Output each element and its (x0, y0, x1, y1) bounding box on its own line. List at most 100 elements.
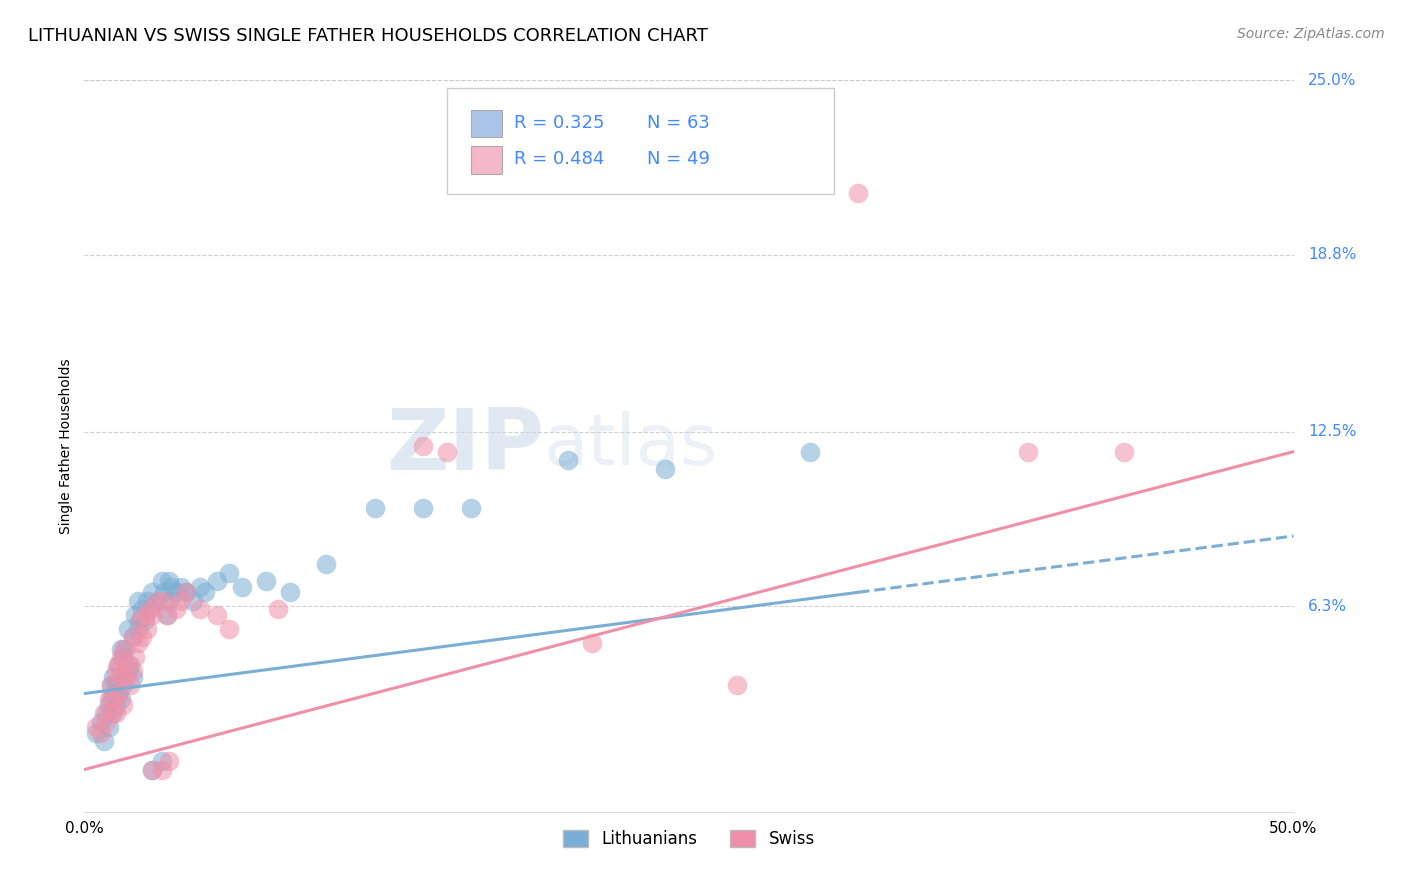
Point (170, 580, 193, 594)
Point (94, 714, 117, 729)
Point (153, 585, 176, 599)
Point (114, 641, 136, 656)
Point (124, 650, 146, 665)
Point (218, 566, 240, 580)
Point (104, 698, 127, 712)
Bar (471, 146, 502, 174)
Point (153, 593, 176, 607)
Point (112, 650, 135, 665)
Point (157, 574, 180, 588)
Point (231, 580, 253, 594)
Point (846, 186, 869, 200)
Text: R = 0.325: R = 0.325 (513, 113, 605, 132)
Point (134, 614, 156, 628)
Point (160, 580, 183, 594)
Text: LITHUANIAN VS SWISS SINGLE FATHER HOUSEHOLDS CORRELATION CHART: LITHUANIAN VS SWISS SINGLE FATHER HOUSEH… (28, 27, 709, 45)
Point (207, 574, 229, 588)
Point (146, 593, 169, 607)
Point (194, 585, 217, 599)
Point (112, 698, 135, 712)
Point (100, 678, 122, 692)
Point (278, 585, 301, 599)
Text: 6.3%: 6.3% (1308, 599, 1347, 614)
Point (170, 593, 193, 607)
Point (103, 687, 125, 701)
Point (150, 763, 173, 777)
Point (121, 664, 143, 678)
Point (155, 607, 177, 622)
Point (127, 622, 149, 636)
Point (207, 607, 229, 622)
Point (117, 664, 139, 678)
Point (412, 439, 434, 453)
Point (120, 658, 142, 673)
Point (190, 602, 212, 616)
Point (134, 607, 156, 622)
Point (127, 636, 149, 650)
Point (174, 585, 197, 599)
Point (141, 763, 163, 777)
Point (107, 658, 129, 673)
Point (141, 607, 163, 622)
Point (157, 593, 180, 607)
Point (138, 602, 160, 616)
Point (103, 706, 125, 721)
Point (190, 580, 212, 594)
Point (110, 650, 132, 665)
Point (155, 607, 177, 622)
Point (267, 602, 290, 616)
Point (129, 614, 152, 628)
Point (436, 444, 458, 458)
Text: N = 63: N = 63 (647, 113, 710, 132)
Legend: Lithuanians, Swiss: Lithuanians, Swiss (557, 823, 821, 855)
Point (150, 754, 173, 768)
Point (129, 614, 152, 628)
Point (100, 706, 122, 721)
Point (150, 574, 173, 588)
Point (103, 692, 125, 706)
Text: 18.8%: 18.8% (1308, 247, 1357, 262)
Point (131, 602, 153, 616)
Point (112, 678, 135, 692)
Point (121, 630, 143, 644)
Point (100, 692, 122, 706)
Text: R = 0.484: R = 0.484 (513, 150, 605, 169)
Point (157, 754, 180, 768)
Point (181, 593, 204, 607)
Point (86, 726, 108, 740)
Point (117, 622, 139, 636)
Point (254, 574, 277, 588)
Point (100, 678, 122, 692)
Point (315, 557, 337, 571)
Point (1017, 444, 1039, 458)
Point (110, 670, 132, 684)
Point (103, 670, 125, 684)
Point (94, 706, 117, 721)
Point (136, 622, 159, 636)
Point (1114, 444, 1136, 458)
Text: ZIP: ZIP (387, 404, 544, 488)
Point (110, 692, 132, 706)
Text: 25.0%: 25.0% (1308, 73, 1357, 87)
Point (138, 602, 160, 616)
Point (90, 726, 112, 740)
Point (86, 720, 108, 734)
Point (107, 687, 129, 701)
Point (174, 585, 197, 599)
Point (363, 500, 385, 515)
Point (112, 641, 135, 656)
Point (110, 641, 132, 656)
Point (104, 706, 127, 721)
Point (117, 658, 139, 673)
Text: Source: ZipAtlas.com: Source: ZipAtlas.com (1237, 27, 1385, 41)
Text: atlas: atlas (544, 411, 718, 481)
Point (412, 500, 434, 515)
Point (93, 734, 115, 748)
Point (557, 453, 579, 467)
Point (136, 593, 159, 607)
Point (107, 658, 129, 673)
Point (110, 670, 132, 684)
Point (90, 714, 112, 729)
Point (104, 678, 127, 692)
Y-axis label: Single Father Households: Single Father Households (59, 359, 73, 533)
